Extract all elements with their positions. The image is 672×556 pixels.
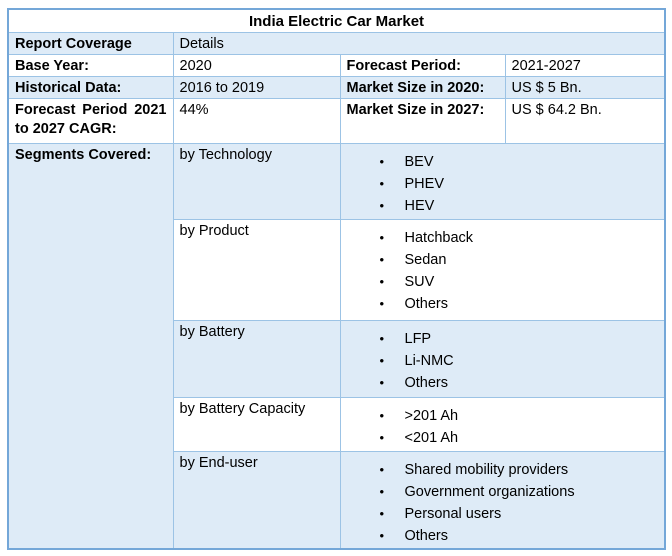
list-item: • Personal users	[347, 503, 659, 525]
market-size-2027-label: Market Size in 2027:	[339, 97, 506, 144]
cagr-label: Forecast Period 2021 to 2027 CAGR:	[7, 97, 174, 144]
list-item: • >201 Ah	[347, 405, 659, 427]
list-item: • Government organizations	[347, 481, 659, 503]
bullet-icon: •	[379, 429, 385, 445]
segments-covered-label: Segments Covered:	[7, 142, 174, 550]
list-item-text: LFP	[404, 330, 432, 347]
list-item-text: Li-NMC	[404, 352, 454, 369]
list-item: • Li-NMC	[347, 350, 659, 372]
list-item: • PHEV	[347, 173, 659, 195]
list-item: • Others	[347, 372, 659, 394]
list-item-text: Others	[404, 295, 449, 312]
bullet-icon: •	[379, 295, 385, 311]
report-coverage-label: Report Coverage	[7, 31, 174, 55]
segment-row-product: by Product • Hatchback • Sedan • SUV • Other…	[8, 218, 666, 321]
list-item-text: BEV	[404, 153, 434, 170]
forecast-period-value: 2021-2027	[504, 53, 666, 77]
list-item: • HEV	[347, 195, 659, 217]
segment-row-technology: Segments Covered: by Technology • BEV • PH…	[7, 142, 666, 550]
list-item-text: HEV	[404, 197, 435, 214]
bullet-list: • >201 Ah • <201 Ah	[347, 400, 659, 449]
historical-data-value: 2016 to 2019	[172, 75, 341, 99]
segment-row-battery-capacity: by Battery Capacity • >201 Ah • <201 Ah	[8, 396, 666, 452]
segment-row-battery: by Battery • LFP • Li-NMC • Others	[8, 319, 666, 398]
market-size-2027-value: US $ 64.2 Bn.	[504, 97, 666, 144]
bullet-icon: •	[379, 330, 385, 346]
segment-battery-capacity-items: • >201 Ah • <201 Ah	[339, 396, 666, 452]
list-item: • LFP	[347, 328, 659, 350]
list-item-text: <201 Ah	[404, 429, 459, 446]
bullet-icon: •	[379, 374, 385, 390]
bullet-list: • Shared mobility providers • Government o…	[347, 454, 659, 547]
bullet-icon: •	[379, 197, 385, 213]
segment-battery-label: by Battery	[172, 319, 341, 398]
bullet-icon: •	[379, 483, 385, 499]
bullet-icon: •	[379, 251, 385, 267]
market-report-table: India Electric Car Market Report Coverag…	[7, 8, 667, 550]
segment-battery-items: • LFP • Li-NMC • Others	[339, 319, 666, 398]
cagr-row: Forecast Period 2021 to 2027 CAGR: 44% M…	[7, 97, 666, 144]
report-coverage-row: Report Coverage Details	[7, 31, 666, 55]
list-item: • Others	[347, 293, 659, 315]
list-item-text: PHEV	[404, 175, 445, 192]
bullet-icon: •	[379, 229, 385, 245]
bullet-icon: •	[379, 352, 385, 368]
list-item-text: Government organizations	[404, 483, 575, 500]
bullet-list: • BEV • PHEV • HEV	[347, 146, 659, 217]
list-item: • <201 Ah	[347, 427, 659, 449]
title-row: India Electric Car Market	[7, 8, 666, 33]
historical-data-label: Historical Data:	[7, 75, 174, 99]
bullet-icon: •	[379, 527, 385, 543]
list-item-text: Hatchback	[404, 229, 474, 246]
segment-product-items: • Hatchback • Sedan • SUV • Others	[339, 218, 666, 321]
bullet-icon: •	[379, 461, 385, 477]
page-title: India Electric Car Market	[7, 8, 666, 33]
bullet-icon: •	[379, 407, 385, 423]
list-item-text: Shared mobility providers	[404, 461, 569, 478]
bullet-icon: •	[379, 273, 385, 289]
base-year-label: Base Year:	[7, 53, 174, 77]
list-item-text: Personal users	[404, 505, 502, 522]
bullet-icon: •	[379, 505, 385, 521]
bullet-icon: •	[379, 175, 385, 191]
list-item-text: SUV	[404, 273, 435, 290]
base-year-value: 2020	[172, 53, 341, 77]
list-item-text: >201 Ah	[404, 407, 459, 424]
list-item-text: Sedan	[404, 251, 447, 268]
list-item-text: Others	[404, 527, 449, 544]
list-item: • Hatchback	[347, 227, 659, 249]
segment-product-label: by Product	[172, 218, 341, 321]
historical-data-row: Historical Data: 2016 to 2019 Market Siz…	[7, 75, 666, 99]
segment-end-user-items: • Shared mobility providers • Government o…	[339, 450, 666, 550]
segment-technology-items: • BEV • PHEV • HEV	[339, 142, 666, 220]
market-size-2020-value: US $ 5 Bn.	[504, 75, 666, 99]
bullet-list: • Hatchback • Sedan • SUV • Others	[347, 222, 659, 315]
cagr-value: 44%	[172, 97, 341, 144]
list-item: • Others	[347, 525, 659, 547]
segment-end-user-label: by End-user	[172, 450, 341, 550]
market-size-2020-label: Market Size in 2020:	[339, 75, 506, 99]
report-coverage-value: Details	[172, 31, 666, 55]
list-item-text: Others	[404, 374, 449, 391]
list-item: • SUV	[347, 271, 659, 293]
bullet-list: • LFP • Li-NMC • Others	[347, 323, 659, 394]
segment-row-end-user: by End-user • Shared mobility providers •…	[8, 450, 666, 550]
bullet-icon: •	[379, 153, 385, 169]
list-item: • Shared mobility providers	[347, 459, 659, 481]
list-item: • BEV	[347, 151, 659, 173]
base-year-row: Base Year: 2020 Forecast Period: 2021-20…	[7, 53, 666, 77]
segment-technology-label: by Technology	[172, 142, 341, 220]
forecast-period-label: Forecast Period:	[339, 53, 506, 77]
list-item: • Sedan	[347, 249, 659, 271]
segment-battery-capacity-label: by Battery Capacity	[172, 396, 341, 452]
